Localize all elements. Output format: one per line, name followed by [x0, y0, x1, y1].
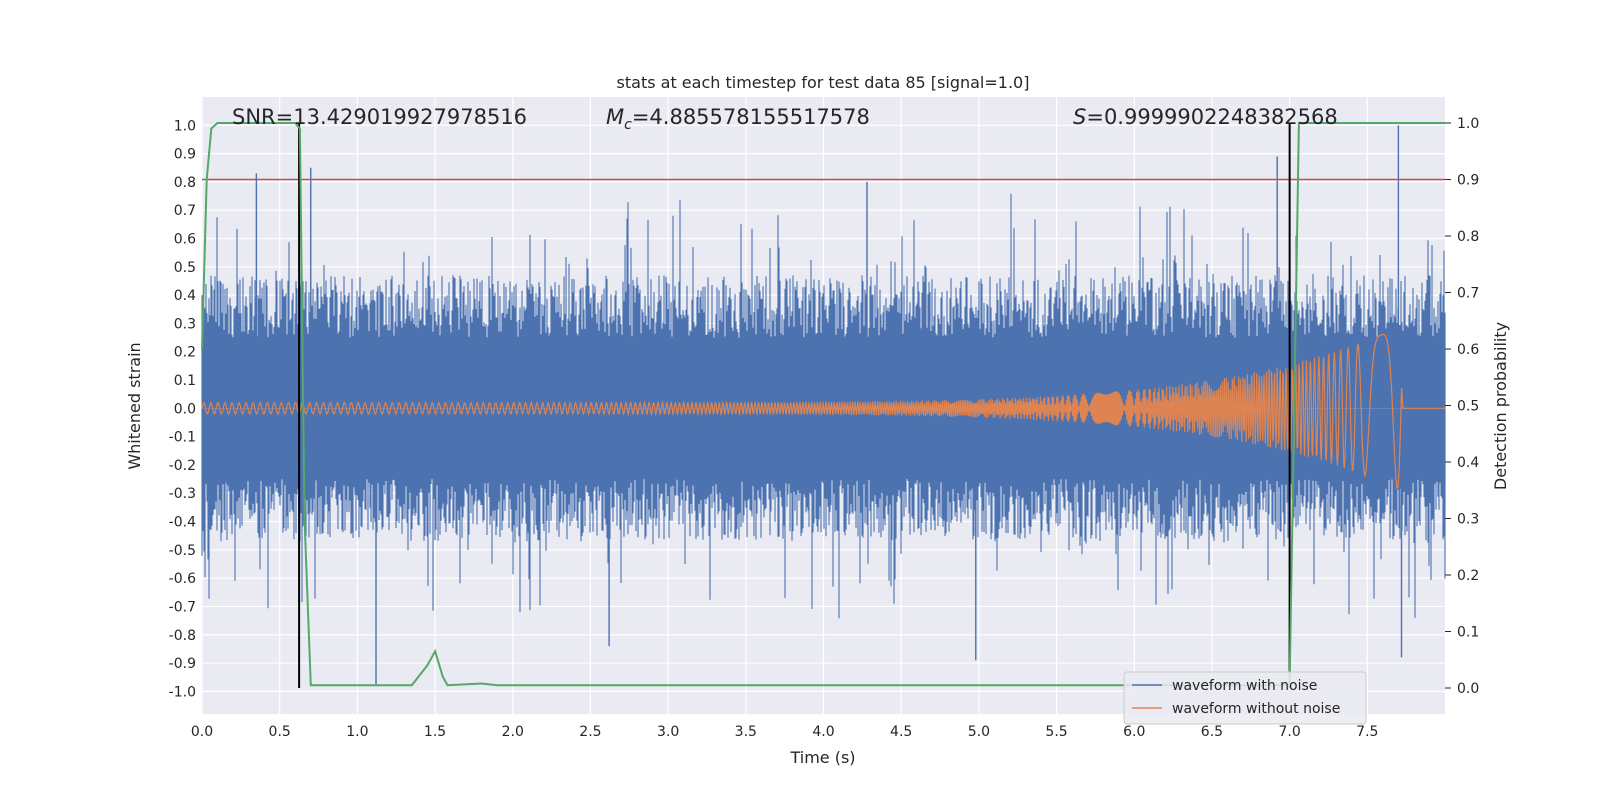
x-tick-label: 4.0	[812, 724, 834, 740]
x-tick-label: 2.0	[502, 724, 524, 740]
y-right-tick-label: 0.8	[1457, 229, 1479, 245]
y-tick-label: -0.1	[169, 430, 196, 446]
y-right-tick-label: 0.4	[1457, 455, 1479, 471]
x-tick-label: 5.5	[1045, 724, 1067, 740]
x-tick-label: 7.5	[1356, 724, 1378, 740]
score-value: =0.9999902248382568	[1086, 105, 1337, 129]
y-right-tick-label: 0.5	[1457, 399, 1479, 415]
legend-label-clean: waveform without noise	[1172, 701, 1340, 717]
y-tick-label: -0.9	[169, 656, 196, 672]
x-tick-label: 1.0	[346, 724, 368, 740]
chirp-mass-symbol: M	[606, 105, 624, 129]
y-tick-label: 0.7	[174, 203, 196, 219]
y-tick-label: -0.2	[169, 458, 196, 474]
y-tick-label: -0.3	[169, 486, 196, 502]
y-tick-label: 0.6	[174, 232, 196, 248]
chirp-mass-subscript: c	[624, 117, 632, 133]
y-tick-label: 0.8	[174, 175, 196, 191]
score-annotation: S=0.9999902248382568	[1073, 105, 1338, 129]
y-tick-label: 0.0	[174, 401, 196, 417]
legend: waveform with noise waveform without noi…	[1123, 671, 1367, 725]
x-tick-label: 2.5	[579, 724, 601, 740]
x-tick-label: 5.0	[968, 724, 990, 740]
y-right-tick-label: 0.1	[1457, 625, 1479, 641]
x-tick-label: 3.0	[657, 724, 679, 740]
chirp-mass-annotation: Mc=4.885578155517578	[606, 105, 870, 133]
y-tick-label: -0.5	[169, 543, 196, 559]
x-tick-label: 7.0	[1278, 724, 1300, 740]
y-tick-label: -0.7	[169, 599, 196, 615]
y-tick-label: 1.0	[174, 118, 196, 134]
y-tick-label: 0.3	[174, 316, 196, 332]
y-right-tick-label: 0.9	[1457, 172, 1479, 188]
y-tick-label: -0.6	[169, 571, 196, 587]
x-tick-label: 6.5	[1201, 724, 1223, 740]
y-axis-label: Whitened strain	[125, 342, 144, 469]
axis-ticks: 0.0 0.5 1.0 1.5 2.0 2.5 3.0 3.5 4.0 4.5 5.0 5.5 6.0 6…	[169, 116, 1480, 740]
y-tick-label: -0.8	[169, 628, 196, 644]
y-right-tick-label: 0.0	[1457, 681, 1479, 697]
chirp-mass-value: =4.885578155517578	[632, 105, 870, 129]
clean-waveform-series	[201, 333, 1445, 490]
y-axis-right-label: Detection probability	[1491, 322, 1510, 490]
y-tick-label: 0.9	[174, 147, 196, 163]
x-axis-label: Time (s)	[789, 748, 855, 767]
x-tick-label: 6.0	[1123, 724, 1145, 740]
y-tick-label: -1.0	[169, 684, 196, 700]
y-right-tick-label: 0.2	[1457, 568, 1479, 584]
chart-title: stats at each timestep for test data 85 …	[617, 73, 1030, 92]
y-tick-label: -0.4	[169, 515, 196, 531]
x-tick-label: 0.0	[191, 724, 213, 740]
x-tick-label: 4.5	[890, 724, 912, 740]
noisy-waveform-lower	[201, 408, 1446, 619]
y-tick-label: 0.4	[174, 288, 196, 304]
y-tick-label: 0.1	[174, 373, 196, 389]
y-right-tick-label: 0.3	[1457, 512, 1479, 528]
legend-box	[1123, 671, 1367, 725]
y-right-tick-label: 0.6	[1457, 342, 1479, 358]
clean-waveform-line	[201, 333, 1445, 490]
score-symbol: S	[1073, 105, 1086, 129]
y-right-tick-label: 1.0	[1457, 116, 1479, 132]
x-tick-label: 3.5	[735, 724, 757, 740]
y-tick-label: 0.2	[174, 345, 196, 361]
snr-annotation: SNR=13.429019927978516	[232, 105, 527, 129]
noisy-waveform-upper	[201, 193, 1446, 409]
y-tick-label: 0.5	[174, 260, 196, 276]
legend-label-noisy: waveform with noise	[1172, 678, 1317, 694]
x-tick-label: 0.5	[269, 724, 291, 740]
noisy-waveform-series	[201, 125, 1446, 686]
y-right-tick-label: 0.7	[1457, 285, 1479, 301]
x-tick-label: 1.5	[424, 724, 446, 740]
